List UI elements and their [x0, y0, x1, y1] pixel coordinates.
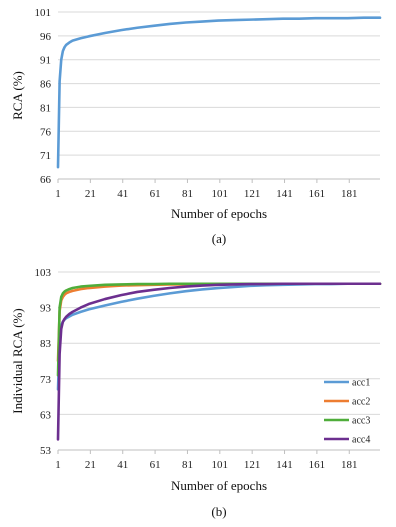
y-tick-label: 83	[40, 338, 52, 350]
panel-caption: (b)	[211, 504, 226, 519]
legend-label-acc3: acc3	[352, 416, 370, 427]
y-tick-label: 96	[40, 31, 52, 43]
x-tick-label: 121	[244, 188, 261, 200]
x-tick-label: 121	[244, 459, 261, 471]
x-tick-label: 1	[55, 188, 61, 200]
y-tick-label: 76	[40, 126, 52, 138]
legend: acc1 acc2 acc3 acc4	[324, 378, 370, 446]
x-tick-label: 1	[55, 459, 61, 471]
x-tick-label: 41	[117, 188, 128, 200]
y-tick-label: 86	[40, 79, 52, 91]
x-tick-label: 161	[309, 459, 326, 471]
y-tick-label: 66	[40, 174, 52, 186]
panel-caption: (a)	[212, 231, 226, 246]
y-tick-label: 71	[40, 150, 51, 162]
y-axis-title: RCA (%)	[10, 71, 25, 120]
x-tick-label: 161	[309, 188, 326, 200]
y-tick-label: 103	[35, 267, 52, 279]
x-tick-label: 81	[182, 188, 193, 200]
y-tick-label: 63	[40, 409, 52, 421]
x-tick-label: 81	[182, 459, 193, 471]
y-axis-title: Individual RCA (%)	[10, 308, 25, 413]
series-line-acc2	[56, 282, 382, 363]
x-tick-label: 101	[212, 188, 229, 200]
legend-label-acc1: acc1	[352, 378, 370, 389]
x-tick-label: 141	[276, 459, 293, 471]
y-tick-label: 101	[35, 7, 52, 19]
x-axis-title: Number of epochs	[171, 478, 267, 493]
x-tick-label: 41	[117, 459, 128, 471]
series-line-series-1	[56, 16, 382, 169]
x-tick-label: 141	[276, 188, 293, 200]
series-line-acc4	[56, 282, 382, 441]
x-tick-label: 101	[212, 459, 229, 471]
x-tick-label: 181	[341, 459, 358, 471]
y-tick-label: 73	[40, 374, 52, 386]
x-tick-label: 181	[341, 188, 358, 200]
legend-label-acc4: acc4	[352, 435, 370, 446]
x-axis-title: Number of epochs	[171, 206, 267, 221]
y-tick-label: 91	[40, 55, 51, 67]
y-tick-label: 93	[40, 303, 52, 315]
x-tick-label: 21	[85, 459, 96, 471]
x-tick-label: 61	[150, 459, 161, 471]
legend-label-acc2: acc2	[352, 397, 370, 408]
y-tick-label: 81	[40, 102, 51, 114]
x-tick-label: 21	[85, 188, 96, 200]
x-tick-label: 61	[150, 188, 161, 200]
y-tick-label: 53	[40, 445, 52, 457]
